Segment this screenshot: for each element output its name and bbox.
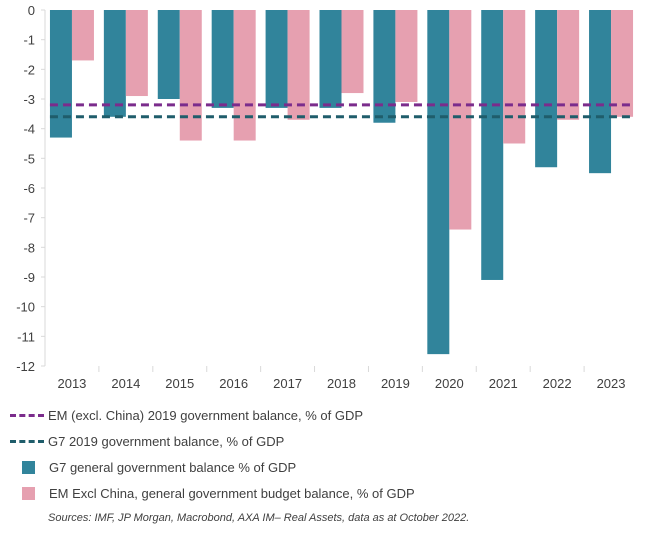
legend-swatch-em-balance [22,486,35,500]
bar-em [503,10,526,144]
x-tick-label: 2018 [327,376,356,391]
legend-item-g7-2019: G7 2019 government balance, % of GDP [10,430,284,452]
x-tick-label: 2023 [597,376,626,391]
bar-em [341,10,364,94]
bar-g7 [535,10,558,168]
y-tick-label: -11 [17,329,35,344]
y-tick-label: -9 [23,270,35,285]
x-tick-label: 2016 [219,376,248,391]
x-tick-label: 2014 [111,376,140,391]
y-tick-label: 0 [28,3,35,18]
bar-em [449,10,472,230]
legend-swatch-em-2019 [10,413,44,417]
x-tick-label: 2017 [273,376,302,391]
legend-item-g7-balance: G7 general government balance % of GDP [10,456,296,478]
x-tick-label: 2015 [165,376,194,391]
bar-g7 [589,10,612,174]
x-tick-label: 2021 [489,376,518,391]
bar-em [611,10,634,117]
legend-item-em-balance: EM Excl China, general government budget… [10,482,415,504]
bar-g7 [49,10,72,138]
legend-item-em-2019: EM (excl. China) 2019 government balance… [10,404,363,426]
bar-g7 [373,10,396,123]
y-tick-label: -8 [23,240,35,255]
legend-label-g7-2019: G7 2019 government balance, % of GDP [48,433,285,449]
x-tick-label: 2022 [543,376,572,391]
bar-g7 [103,10,126,117]
y-tick-label: -2 [23,62,35,77]
bar-em [179,10,202,141]
y-tick-label: -5 [23,151,35,166]
legend-label-em-balance: EM Excl China, general government budget… [49,485,415,501]
bar-g7 [157,10,180,99]
bar-em [395,10,418,102]
chart: 0 -1 -2 -3 -4 -5 -6 -7 -8 -9 -10 -11 -12 2013 2014 2015… [16,3,634,391]
source-note: Sources: IMF, JP Morgan, Macrobond, AXA … [48,512,470,524]
y-tick-label: -1 [23,33,35,48]
x-tick-label: 2020 [435,376,464,391]
x-tick-label: 2013 [57,376,86,391]
legend-swatch-g7-balance [22,460,35,474]
bar-em [125,10,148,97]
bar-em [557,10,580,120]
bar-g7 [211,10,234,108]
bar-g7 [319,10,342,108]
y-tick-label: -3 [23,92,35,107]
bar-g7 [481,10,504,280]
legend-swatch-g7-2019 [10,439,44,443]
bar-g7 [427,10,450,355]
bar-g7 [265,10,288,108]
x-tick-label: 2019 [381,376,410,391]
bar-em [287,10,310,120]
legend-label-em-2019: EM (excl. China) 2019 government balance… [48,407,364,423]
y-tick-label: -7 [23,211,35,226]
y-tick-label: -4 [23,122,35,137]
y-tick-label: -12 [16,359,35,374]
legend-label-g7-balance: G7 general government balance % of GDP [49,459,297,475]
y-tick-label: -10 [16,300,35,315]
bar-em [71,10,94,61]
y-tick-label: -6 [23,181,35,196]
bar-em [233,10,256,141]
